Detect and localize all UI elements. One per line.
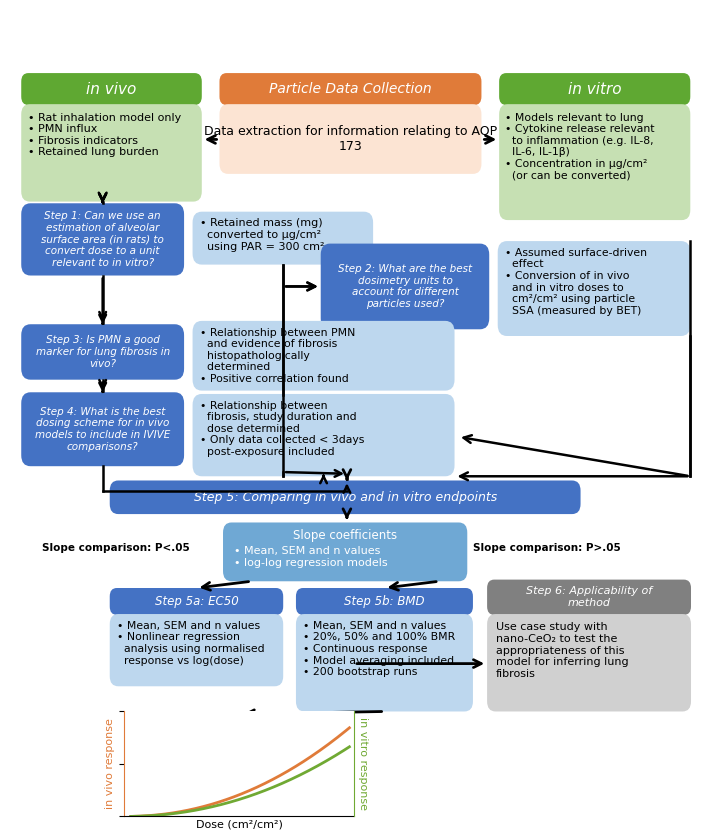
Text: • Models relevant to lung
• Cytokine release relevant
  to inflammation (e.g. IL: • Models relevant to lung • Cytokine rel… (505, 113, 654, 181)
Text: Particle Data Collection: Particle Data Collection (269, 82, 432, 96)
Text: • Rat inhalation model only
• PMN influx
• Fibrosis indicators
• Retained lung b: • Rat inhalation model only • PMN influx… (28, 113, 181, 157)
Text: in vivo: in vivo (86, 81, 137, 97)
Text: Step 5: Comparing in vivo and in vitro endpoints: Step 5: Comparing in vivo and in vitro e… (193, 491, 497, 504)
Text: Slope comparison: P<.05: Slope comparison: P<.05 (42, 543, 190, 553)
Text: Slope comparison: P>.05: Slope comparison: P>.05 (473, 543, 621, 553)
Text: • Relationship between
  fibrosis, study duration and
  dose determined
• Only d: • Relationship between fibrosis, study d… (200, 401, 364, 457)
X-axis label: Dose (cm²/cm²): Dose (cm²/cm²) (195, 819, 282, 829)
FancyBboxPatch shape (223, 522, 467, 581)
FancyBboxPatch shape (110, 480, 581, 514)
Text: • Mean, SEM and n values
• Nonlinear regression
  analysis using normalised
  re: • Mean, SEM and n values • Nonlinear reg… (117, 621, 265, 665)
FancyBboxPatch shape (21, 324, 184, 380)
FancyBboxPatch shape (21, 73, 202, 105)
FancyBboxPatch shape (296, 614, 473, 711)
Text: Step 1: Can we use an
estimation of alveolar
surface area (in rats) to
convert d: Step 1: Can we use an estimation of alve… (41, 211, 164, 268)
FancyBboxPatch shape (499, 104, 690, 220)
FancyBboxPatch shape (110, 614, 283, 686)
FancyBboxPatch shape (193, 321, 455, 391)
FancyBboxPatch shape (296, 588, 473, 615)
Text: Step 5a: EC50: Step 5a: EC50 (154, 595, 239, 608)
FancyBboxPatch shape (193, 394, 455, 476)
FancyBboxPatch shape (499, 73, 690, 105)
Text: Step 3: Is PMN a good
marker for lung fibrosis in
vivo?: Step 3: Is PMN a good marker for lung fi… (35, 335, 170, 369)
FancyBboxPatch shape (219, 73, 481, 105)
FancyBboxPatch shape (487, 580, 691, 615)
Text: Slope coefficients: Slope coefficients (293, 529, 397, 542)
FancyBboxPatch shape (219, 104, 481, 174)
Text: Data extraction for information relating to AOP
173: Data extraction for information relating… (204, 125, 497, 153)
FancyBboxPatch shape (110, 588, 283, 615)
FancyBboxPatch shape (321, 244, 489, 329)
Y-axis label: in vitro response: in vitro response (358, 717, 368, 811)
Text: • Mean, SEM and n values
• 20%, 50% and 100% BMR
• Continuous response
• Model a: • Mean, SEM and n values • 20%, 50% and … (303, 621, 455, 677)
FancyBboxPatch shape (21, 203, 184, 276)
Y-axis label: in vivo response: in vivo response (105, 718, 115, 810)
FancyBboxPatch shape (193, 212, 373, 265)
Text: Step 2: What are the best
dosimetry units to
account for different
particles use: Step 2: What are the best dosimetry unit… (338, 264, 472, 309)
Text: • Mean, SEM and n values
• log-log regression models: • Mean, SEM and n values • log-log regre… (234, 546, 387, 568)
Text: Use case study with
nano-CeO₂ to test the
appropriateness of this
model for infe: Use case study with nano-CeO₂ to test th… (496, 622, 628, 679)
FancyBboxPatch shape (498, 241, 690, 336)
FancyBboxPatch shape (21, 392, 184, 466)
Text: Step 6: Applicability of
method: Step 6: Applicability of method (526, 586, 652, 608)
Text: • Relationship between PMN
  and evidence of fibrosis
  histopathologically
  de: • Relationship between PMN and evidence … (200, 328, 355, 384)
Text: Step 4: What is the best
dosing scheme for in vivo
models to include in IVIVE
co: Step 4: What is the best dosing scheme f… (35, 407, 171, 452)
Text: Step 5b: BMD: Step 5b: BMD (344, 595, 425, 608)
Text: • Assumed surface-driven
  effect
• Conversion of in vivo
  and in vitro doses t: • Assumed surface-driven effect • Conver… (505, 248, 647, 316)
FancyBboxPatch shape (21, 104, 202, 202)
FancyBboxPatch shape (487, 614, 691, 711)
Text: • Retained mass (mg)
  converted to μg/cm²
  using PAR = 300 cm²: • Retained mass (mg) converted to μg/cm²… (200, 218, 324, 252)
Text: in vitro: in vitro (568, 81, 622, 97)
